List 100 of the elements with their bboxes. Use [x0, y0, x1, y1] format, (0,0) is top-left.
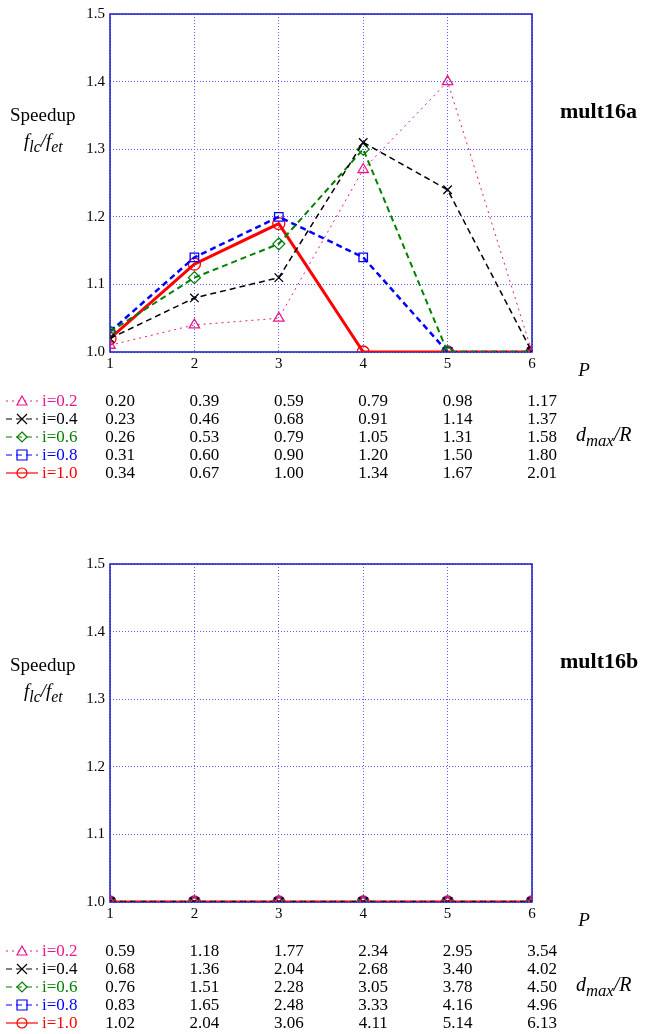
text: 0.34	[105, 463, 136, 482]
text: 2.28	[273, 977, 304, 996]
legend-label: i=0.4	[42, 959, 79, 978]
text: 3.05	[358, 977, 389, 996]
text: 0.83	[105, 995, 135, 1014]
point	[189, 252, 200, 263]
point	[441, 74, 454, 86]
text: 0.39	[189, 391, 220, 410]
point	[188, 318, 201, 329]
text: 1.17	[527, 391, 558, 410]
text: 3.40	[442, 959, 473, 978]
y-tick-label: 1.3	[86, 140, 105, 157]
y-axis-title: Speedup f$_{lc}$/f$_{et}$	[10, 653, 76, 707]
x-tick-label: 5	[443, 904, 452, 921]
text: 1.34	[358, 463, 389, 482]
legend-label: i=0.6	[42, 977, 78, 996]
legend-label: i=0.2	[42, 391, 78, 410]
point	[358, 252, 369, 263]
point	[187, 257, 202, 271]
text: 0.59	[105, 941, 135, 960]
y-tick-label: 1.5	[86, 4, 105, 21]
text: d$_{max}$/R	[576, 973, 632, 1001]
text: 4.96	[527, 995, 557, 1014]
x-tick-label: 2	[190, 904, 199, 921]
text: 0.90	[273, 445, 304, 464]
x-tick-label: 6	[528, 904, 537, 921]
point	[272, 237, 286, 251]
y-tick-label: 1.3	[86, 690, 105, 707]
point	[357, 162, 370, 174]
text: 3.06	[273, 1013, 304, 1032]
point	[272, 216, 286, 231]
text: 4.50	[527, 977, 557, 996]
text: 0.46	[189, 409, 220, 428]
text: 0.98	[442, 391, 473, 410]
text: 0.79	[358, 391, 389, 410]
legend-label: i=0.8	[42, 995, 78, 1014]
text: 1.58	[527, 427, 557, 446]
legend-label: i=1.0	[42, 1013, 78, 1032]
text: 1.31	[442, 427, 473, 446]
text: 0.23	[105, 409, 135, 428]
text: 1.02	[105, 1013, 135, 1032]
y-tick-label: 1.0	[86, 892, 105, 909]
y-tick-label: 1.2	[86, 207, 105, 224]
text: 6.13	[527, 1013, 557, 1032]
point	[356, 142, 370, 156]
text: 4.02	[527, 959, 557, 978]
legend-label: i=0.8	[42, 445, 78, 464]
legend-label: i=0.4	[42, 409, 79, 428]
y-tick-label: 1.2	[86, 757, 105, 774]
text: 0.68	[105, 959, 135, 978]
text: 2.48	[273, 995, 304, 1014]
legend-label: i=0.2	[42, 941, 78, 960]
y-tick-label: 1.1	[86, 275, 105, 292]
text: 0.67	[189, 463, 220, 482]
text: 1.80	[527, 445, 557, 464]
y-tick-label: 1.0	[86, 342, 105, 359]
text: 2.68	[358, 959, 389, 978]
text: 1.18	[189, 941, 220, 960]
x-tick-label: 3	[275, 904, 283, 921]
text: 4.16	[442, 995, 473, 1014]
text: 4.11	[358, 1013, 388, 1032]
x-tick-label: 1	[106, 904, 114, 921]
text: 0.20	[105, 391, 135, 410]
text: 1.67	[442, 463, 473, 482]
x-tick-label: 4	[359, 354, 368, 371]
text: 0.53	[189, 427, 220, 446]
text: 0.79	[273, 427, 304, 446]
text: 1.05	[358, 427, 389, 446]
x-axis-title: P	[577, 359, 591, 380]
text: 0.60	[189, 445, 220, 464]
text: 3.33	[358, 995, 389, 1014]
text: 3.78	[442, 977, 473, 996]
point	[187, 270, 202, 285]
text: 1.20	[358, 445, 389, 464]
text: 1.50	[442, 445, 473, 464]
text: 1.37	[527, 409, 558, 428]
text: 0.26	[105, 427, 135, 446]
x-axis-title: P	[577, 909, 591, 930]
point	[273, 211, 284, 222]
text: 2.01	[527, 463, 557, 482]
point	[358, 137, 369, 148]
text: mult16b	[560, 648, 639, 674]
x-tick-label: 4	[359, 904, 368, 921]
legend-label: i=0.6	[42, 427, 78, 446]
point	[189, 293, 200, 303]
x-tick-label: 1	[106, 354, 114, 371]
text: 0.59	[273, 391, 304, 410]
text: 1.77	[273, 941, 305, 960]
legend-label: i=1.0	[42, 463, 78, 482]
text: 5.14	[442, 1013, 473, 1032]
text: mult16a	[560, 98, 637, 124]
text: 2.34	[358, 941, 389, 960]
point	[272, 311, 285, 322]
point	[273, 272, 284, 283]
x-tick-label: 6	[528, 354, 537, 371]
text: 1.36	[189, 959, 220, 978]
x-tick-label: 2	[190, 354, 199, 371]
x-tick-label: 5	[443, 354, 452, 371]
y-tick-label: 1.4	[86, 622, 106, 639]
y-tick-label: 1.4	[86, 72, 106, 89]
